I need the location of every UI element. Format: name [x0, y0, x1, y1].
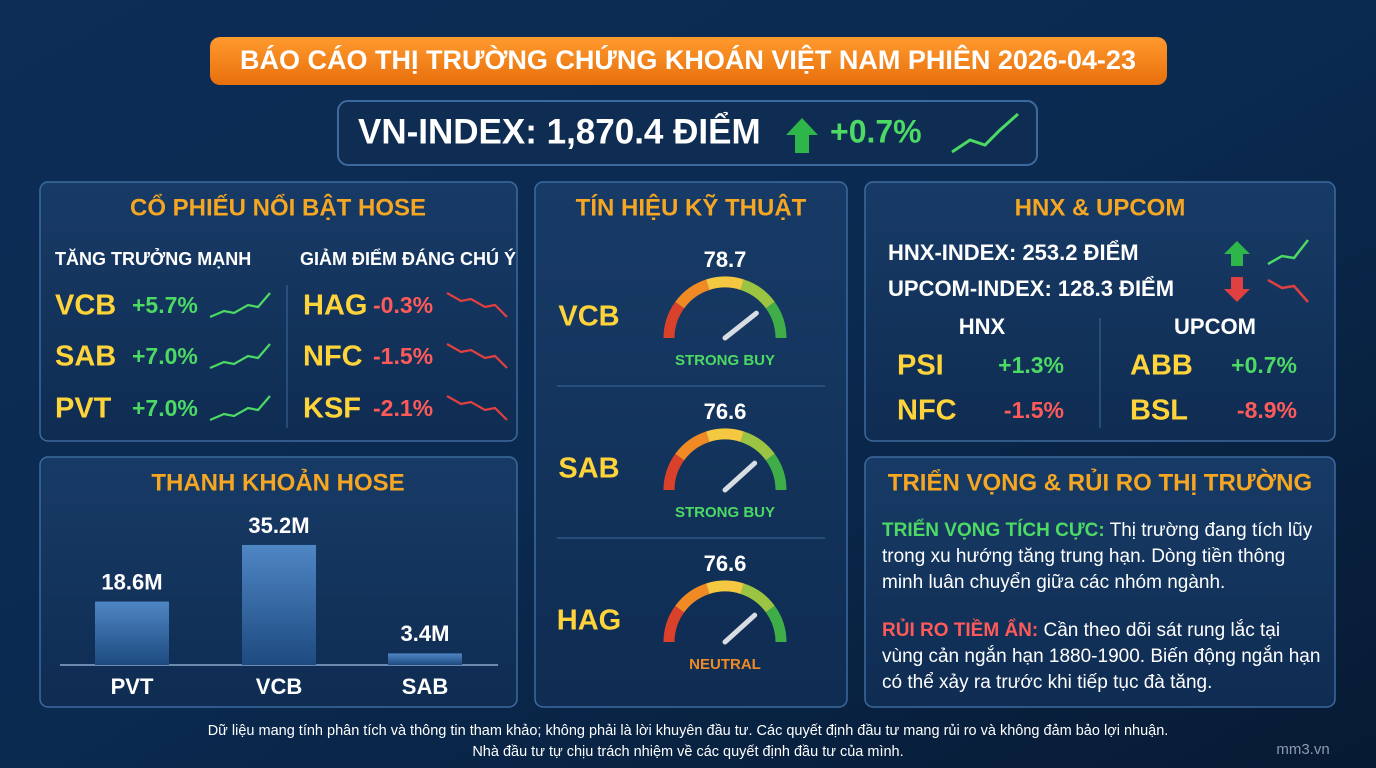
outlook-label: TRIỂN VỌNG TÍCH CỰC:: [882, 520, 1105, 541]
change: +7.0%: [132, 395, 198, 421]
panel: [864, 181, 1336, 442]
gauge-arc: [675, 431, 710, 461]
signal-label: STRONG BUY: [675, 504, 775, 521]
gauge-arc: [663, 453, 685, 491]
watermark: mm3.vn: [1276, 741, 1329, 758]
change: +1.3%: [998, 352, 1064, 378]
change: -8.9%: [1237, 397, 1297, 423]
gauge-arc: [705, 580, 745, 595]
x-tick-label: PVT: [111, 674, 154, 699]
up-arrow: [1224, 241, 1250, 266]
outlook-positive: TRIỂN VỌNG TÍCH CỰC: Thị trường đang tíc…: [882, 518, 1322, 596]
gauge-arc: [675, 583, 710, 613]
gauge-arc: [675, 279, 710, 309]
index-label: UPCOM-INDEX: 128.3 ĐIỂM: [888, 276, 1174, 301]
ticker: NFC: [897, 395, 957, 427]
gauge-arc: [663, 301, 685, 339]
change: +7.0%: [132, 343, 198, 369]
ticker: SAB: [558, 453, 619, 485]
outlook-risk: RỦI RO TIỀM ẨN: Cần theo dõi sát rung lắ…: [882, 618, 1322, 696]
index-label: HNX-INDEX: 253.2 ĐIỂM: [888, 240, 1139, 265]
panel-title: THANH KHOẢN HOSE: [151, 467, 404, 496]
outlook-text: Thị trường đang tích lũy trong xu hướng …: [882, 520, 1313, 593]
ticker: HAG: [557, 605, 621, 637]
panel: [39, 181, 518, 442]
ticker: PSI: [897, 350, 944, 382]
gauge-arc: [765, 301, 787, 339]
gauge-needle: [722, 612, 758, 645]
sparkline: [209, 343, 271, 370]
change: +5.7%: [132, 292, 198, 318]
ticker: VCB: [558, 301, 619, 333]
gauge-arc: [740, 431, 775, 461]
ticker: KSF: [303, 393, 361, 425]
change: -1.5%: [1004, 397, 1064, 423]
up-arrow: [786, 118, 818, 153]
gauge-arc: [705, 428, 745, 443]
panel: [864, 456, 1336, 708]
vnindex-box: [337, 100, 1038, 166]
gauge-value: 76.6: [704, 551, 747, 576]
gauge-arc: [765, 453, 787, 491]
sparkline: [446, 395, 508, 421]
sparkline: [209, 292, 271, 319]
outlook-text: Cần theo dõi sát rung lắc tại vùng cản n…: [882, 620, 1321, 693]
trend-icon: [1267, 239, 1309, 266]
ticker: SAB: [55, 341, 116, 373]
change: -0.3%: [373, 292, 433, 318]
data-label: 18.6M: [101, 569, 162, 594]
ticker: VCB: [55, 290, 116, 322]
trend-icon: [1267, 278, 1309, 303]
trend-icon: [951, 112, 1019, 154]
panel-title: TÍN HIỆU KỸ THUẬT: [576, 193, 807, 221]
gauge-arc: [740, 583, 775, 613]
signal-label: STRONG BUY: [675, 352, 775, 369]
ticker: ABB: [1130, 350, 1193, 382]
data-label: 35.2M: [248, 513, 309, 538]
column-heading: TĂNG TRƯỞNG MẠNH: [55, 248, 251, 269]
disclaimer: Dữ liệu mang tính phân tích và thông tin…: [208, 723, 1169, 739]
title: BÁO CÁO THỊ TRƯỜNG CHỨNG KHOÁN VIỆT NAM …: [240, 44, 1136, 75]
column-heading: UPCOM: [1174, 314, 1256, 339]
data-label: 3.4M: [401, 621, 450, 646]
sparkline: [446, 343, 508, 369]
sparkline: [209, 395, 271, 422]
ticker: HAG: [303, 290, 367, 322]
vnindex-label: VN-INDEX: 1,870.4 ĐIỂM: [358, 111, 761, 151]
gauge-value: 78.7: [704, 247, 747, 272]
change: -1.5%: [373, 343, 433, 369]
vnindex-change: +0.7%: [830, 113, 922, 149]
bar: [95, 601, 169, 665]
gauge-arc: [663, 605, 685, 643]
gauge-arc: [765, 605, 787, 643]
down-arrow: [1224, 277, 1250, 302]
gauge-value: 76.6: [704, 399, 747, 424]
ticker: NFC: [303, 341, 363, 373]
x-tick-label: VCB: [256, 674, 302, 699]
panel-title: CỔ PHIẾU NỔI BẬT HOSE: [130, 193, 426, 221]
x-tick-label: SAB: [402, 674, 448, 699]
change: -2.1%: [373, 395, 433, 421]
bar: [242, 544, 316, 665]
panel-title: HNX & UPCOM: [1015, 194, 1186, 221]
ticker: BSL: [1130, 395, 1188, 427]
change: +0.7%: [1231, 352, 1297, 378]
title-banner: [210, 37, 1167, 85]
signal-label: NEUTRAL: [689, 656, 761, 673]
panel-title: TRIỂN VỌNG & RỦI RO THỊ TRƯỜNG: [888, 467, 1312, 496]
sparkline: [446, 292, 508, 318]
column-heading: HNX: [959, 314, 1006, 339]
column-heading: GIẢM ĐIỂM ĐÁNG CHÚ Ý: [300, 248, 516, 269]
ticker: PVT: [55, 393, 112, 425]
disclaimer: Nhà đầu tư tự chịu trách nhiệm về các qu…: [472, 744, 903, 760]
gauge-arc: [740, 279, 775, 309]
gauge-needle: [722, 310, 759, 341]
gauge-needle: [722, 460, 758, 493]
bar: [388, 653, 462, 665]
outlook-label: RỦI RO TIỀM ẨN:: [882, 620, 1039, 641]
gauge-arc: [705, 276, 745, 291]
